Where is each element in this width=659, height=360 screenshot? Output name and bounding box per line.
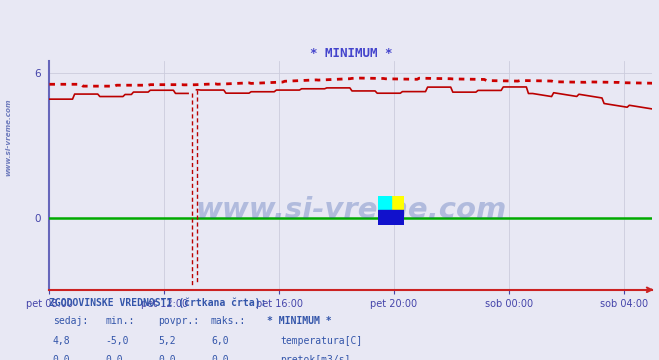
Text: maks.:: maks.: xyxy=(211,316,246,327)
Text: 0,0: 0,0 xyxy=(105,355,123,360)
Text: 0,0: 0,0 xyxy=(53,355,71,360)
Text: ZGODOVINSKE VREDNOSTI (črtkana črta):: ZGODOVINSKE VREDNOSTI (črtkana črta): xyxy=(49,297,267,307)
Text: www.si-vreme.com: www.si-vreme.com xyxy=(5,98,11,176)
Polygon shape xyxy=(378,210,404,225)
Text: temperatura[C]: temperatura[C] xyxy=(280,336,362,346)
Text: pretok[m3/s]: pretok[m3/s] xyxy=(280,355,351,360)
Text: min.:: min.: xyxy=(105,316,135,327)
Text: 6,0: 6,0 xyxy=(211,336,229,346)
Text: www.si-vreme.com: www.si-vreme.com xyxy=(195,196,507,224)
Text: 0,0: 0,0 xyxy=(211,355,229,360)
Text: povpr.:: povpr.: xyxy=(158,316,199,327)
Title: * MINIMUM *: * MINIMUM * xyxy=(310,47,392,60)
Polygon shape xyxy=(391,196,404,225)
Text: -5,0: -5,0 xyxy=(105,336,129,346)
Text: 5,2: 5,2 xyxy=(158,336,176,346)
Text: 0,0: 0,0 xyxy=(158,355,176,360)
Text: * MINIMUM *: * MINIMUM * xyxy=(267,316,331,327)
Polygon shape xyxy=(378,196,391,225)
Text: 4,8: 4,8 xyxy=(53,336,71,346)
Text: sedaj:: sedaj: xyxy=(53,316,88,327)
